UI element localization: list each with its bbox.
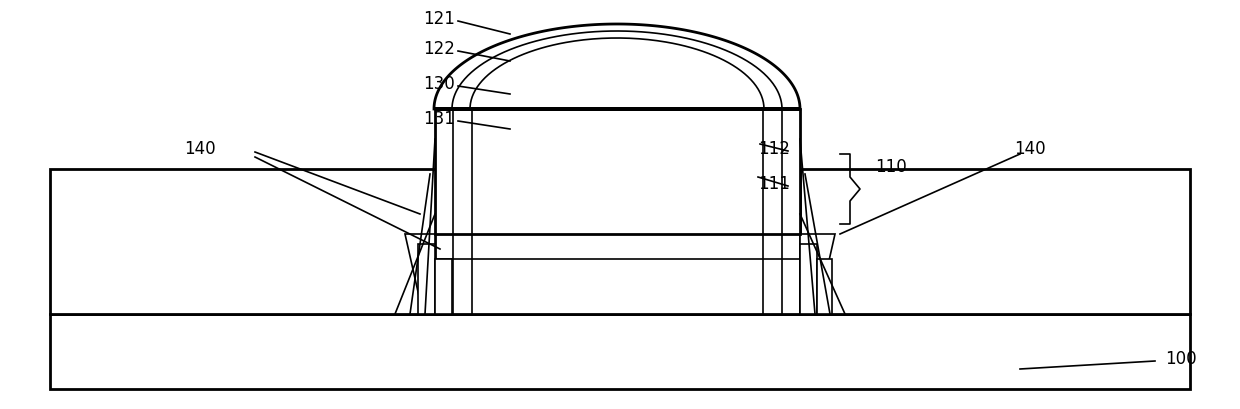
Text: 111: 111 bbox=[758, 175, 790, 193]
Text: 112: 112 bbox=[758, 140, 790, 158]
Text: 110: 110 bbox=[875, 158, 906, 176]
Text: 130: 130 bbox=[423, 75, 455, 93]
Bar bbox=[50, 314, 1190, 389]
Bar bbox=[817, 259, 832, 314]
Text: 140: 140 bbox=[1014, 140, 1045, 158]
Polygon shape bbox=[434, 24, 800, 109]
Polygon shape bbox=[800, 234, 835, 314]
Text: 131: 131 bbox=[423, 110, 455, 128]
Text: 121: 121 bbox=[423, 10, 455, 28]
Bar bbox=[50, 169, 440, 314]
Text: 122: 122 bbox=[423, 40, 455, 58]
Bar bbox=[418, 244, 435, 314]
Bar bbox=[800, 169, 1190, 314]
Text: 100: 100 bbox=[1166, 350, 1197, 368]
Bar bbox=[800, 244, 817, 314]
Bar bbox=[435, 109, 800, 314]
Bar bbox=[435, 259, 453, 314]
Text: 140: 140 bbox=[185, 140, 216, 158]
Polygon shape bbox=[405, 234, 435, 314]
